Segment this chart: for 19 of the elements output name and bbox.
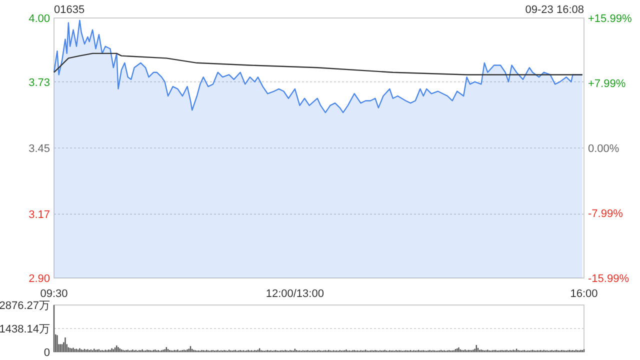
y-tick-label: 0 [44, 347, 50, 359]
y-tick-label: 2.90 [28, 273, 50, 285]
y-tick-label: 3.45 [28, 143, 50, 155]
y2-tick-label: -15.99% [588, 273, 630, 285]
x-tick-label: 09:30 [40, 288, 68, 300]
x-tick-label: 16:00 [570, 288, 598, 300]
y-tick-label: 4.00 [28, 13, 50, 25]
line-series [53, 52, 583, 76]
text: 09-23 16:08 [525, 4, 584, 16]
y2-tick-label: +15.99% [588, 13, 632, 25]
y2-tick-label: +7.99% [588, 78, 626, 90]
y-tick-label: 1438.14万 [0, 324, 50, 336]
x-tick-label: 12:00/13:00 [266, 288, 324, 300]
y2-tick-label: -7.99% [588, 208, 624, 220]
y-tick-label: 3.17 [28, 209, 50, 222]
chart-title: 01635 [54, 4, 85, 16]
y-tick-label: 2876.27万 [0, 300, 50, 312]
y-tick-label: 3.73 [28, 76, 50, 89]
y2-tick-label: 0.00% [588, 143, 620, 155]
